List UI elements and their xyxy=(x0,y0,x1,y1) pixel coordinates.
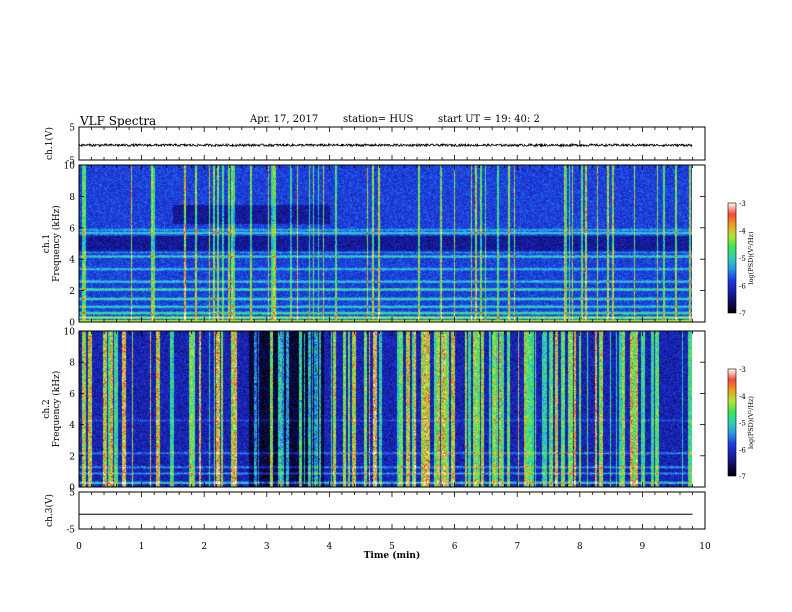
colorbar-tick-label: -4 xyxy=(739,393,746,401)
y-tick-label: -5 xyxy=(66,526,75,536)
panel-frame-4 xyxy=(78,491,706,530)
panels xyxy=(79,140,693,515)
y-axis-label: ch.3(V) xyxy=(44,494,55,527)
plot-title: VLF Spectra xyxy=(80,114,157,128)
ch1-voltage-trace xyxy=(79,140,693,148)
x-axis-label: Time (min) xyxy=(364,550,421,561)
colorbar-label: log(PSD)(V²/Hz) xyxy=(747,396,755,449)
spectrogram-ch1 xyxy=(79,165,692,322)
x-tick-label: 7 xyxy=(514,542,520,552)
y-tick-label: 10 xyxy=(64,162,76,172)
colorbar-tick-label: -7 xyxy=(739,310,746,318)
y-tick-label: 4 xyxy=(69,421,75,431)
y-tick-label: 10 xyxy=(64,328,76,338)
y-tick-label: 6 xyxy=(69,224,75,234)
y-tick-label: 2 xyxy=(69,287,75,297)
station-label: station= HUS xyxy=(343,114,414,125)
x-tick-label: 6 xyxy=(452,542,458,552)
x-tick-label: 5 xyxy=(389,542,395,552)
spectrogram-ch2 xyxy=(79,331,692,487)
date-label: Apr. 17, 2017 xyxy=(250,114,319,125)
y-tick-label: 0 xyxy=(69,484,75,494)
y-tick-label: 5 xyxy=(69,124,75,134)
colorbar-tick-label: -5 xyxy=(739,420,746,428)
colorbar-tick-label: -7 xyxy=(739,473,746,481)
y-tick-label: 5 xyxy=(69,489,75,499)
y-axis-label: Frequency (kHz) xyxy=(51,371,62,448)
y-tick-label: 8 xyxy=(69,193,75,203)
x-tick-label: 1 xyxy=(139,542,145,552)
colorbar-tick-label: -6 xyxy=(739,283,746,291)
x-tick-label: 10 xyxy=(699,542,711,552)
colorbar-tick-label: -3 xyxy=(739,200,746,208)
colorbar-tick-label: -6 xyxy=(739,446,746,454)
y-tick-label: 8 xyxy=(69,359,75,369)
x-tick-label: 9 xyxy=(640,542,646,552)
y-tick-label: 2 xyxy=(69,452,75,462)
start-time-label: start UT = 19: 40: 2 xyxy=(438,114,540,125)
y-axis-label: ch.1(V) xyxy=(44,127,55,160)
colorbar-tick-label: -5 xyxy=(739,255,746,263)
x-tick-label: 0 xyxy=(76,542,82,552)
colorbar-tick-label: -4 xyxy=(739,228,746,236)
y-tick-label: -5 xyxy=(66,157,75,167)
y-axis-label: Frequency (kHz) xyxy=(51,205,62,282)
colorbar-2 xyxy=(727,368,737,477)
x-tick-label: 2 xyxy=(201,542,207,552)
x-tick-label: 3 xyxy=(264,542,270,552)
colorbar-1 xyxy=(727,202,737,314)
x-tick-label: 4 xyxy=(327,542,333,552)
y-tick-label: 0 xyxy=(69,319,75,329)
y-tick-label: 4 xyxy=(69,256,75,266)
x-tick-label: 8 xyxy=(577,542,583,552)
colorbar-tick-label: -3 xyxy=(739,366,746,374)
y-tick-label: 6 xyxy=(69,390,75,400)
y-axis-label: ch.2 xyxy=(42,399,52,418)
y-axis-label: ch.1 xyxy=(42,234,52,253)
colorbar-label: log(PSD)(V²/Hz) xyxy=(747,231,755,284)
